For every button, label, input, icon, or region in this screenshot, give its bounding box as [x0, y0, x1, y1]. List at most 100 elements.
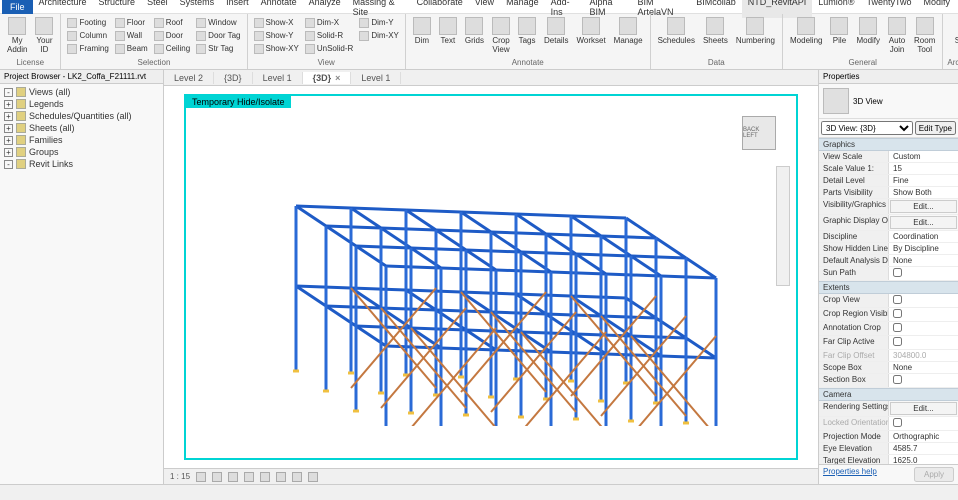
tags-button[interactable]: Tags — [515, 16, 539, 46]
my-addin-button[interactable]: My Addin — [4, 16, 30, 55]
prop-value[interactable]: 1625.0 — [889, 455, 958, 464]
view-tab[interactable]: {3D}× — [303, 72, 352, 84]
prop-checkbox[interactable] — [893, 375, 902, 384]
viewcube[interactable]: BACK LEFT — [742, 116, 776, 150]
crop-view-button[interactable]: Crop View — [489, 16, 513, 55]
expand-icon[interactable]: + — [4, 136, 13, 145]
floor-button[interactable]: Floor — [113, 16, 150, 29]
prop-value[interactable]: None — [889, 362, 958, 373]
expand-icon[interactable]: + — [4, 124, 13, 133]
tree-item[interactable]: +Schedules/Quantities (all) — [2, 110, 161, 122]
apply-button[interactable]: Apply — [914, 467, 954, 482]
ceiling-button[interactable]: Ceiling — [152, 42, 192, 55]
pile-button[interactable]: Pile — [827, 16, 851, 46]
sun-path-icon[interactable] — [228, 472, 238, 482]
footing-button[interactable]: Footing — [65, 16, 110, 29]
prop-value[interactable]: 304800.0 — [889, 350, 958, 361]
auto-join-button[interactable]: Auto Join — [885, 16, 909, 55]
tree-item[interactable]: +Groups — [2, 146, 161, 158]
hide-isolate-icon[interactable] — [292, 472, 302, 482]
numbering-button[interactable]: Numbering — [733, 16, 778, 46]
prop-checkbox[interactable] — [893, 268, 902, 277]
modify-button[interactable]: Modify — [853, 16, 883, 46]
visual-style-icon[interactable] — [212, 472, 222, 482]
show-y-button[interactable]: Show-Y — [252, 29, 301, 42]
schedules-button[interactable]: Schedules — [655, 16, 698, 46]
prop-value[interactable]: Coordination — [889, 231, 958, 242]
your-id-button[interactable]: Your ID — [32, 16, 56, 55]
expand-icon[interactable]: - — [4, 160, 13, 169]
show-xy-button[interactable]: Show-XY — [252, 42, 301, 55]
prop-value[interactable]: None — [889, 255, 958, 266]
file-menu[interactable]: File — [2, 0, 33, 14]
prop-checkbox[interactable] — [893, 418, 902, 427]
sheets-button[interactable]: Sheets — [700, 16, 731, 46]
prop-value[interactable] — [889, 417, 958, 430]
prop-value[interactable] — [889, 294, 958, 307]
prop-checkbox[interactable] — [893, 337, 902, 346]
show-x-button[interactable]: Show-X — [252, 16, 301, 29]
viewport[interactable]: Temporary Hide/Isolate BACK LEFT — [184, 94, 798, 460]
prop-checkbox[interactable] — [893, 309, 902, 318]
prop-value[interactable] — [889, 336, 958, 349]
dim-x-button[interactable]: Dim-X — [303, 16, 355, 29]
framing-button[interactable]: Framing — [65, 42, 110, 55]
tree-item[interactable]: +Families — [2, 134, 161, 146]
expand-icon[interactable]: + — [4, 100, 13, 109]
tree-item[interactable]: +Legends — [2, 98, 161, 110]
tree-item[interactable]: +Sheets (all) — [2, 122, 161, 134]
modeling-button[interactable]: Modeling — [787, 16, 825, 46]
prop-value[interactable]: Edit... — [890, 200, 957, 213]
column-button[interactable]: Column — [65, 29, 110, 42]
crop-view-icon[interactable] — [260, 472, 270, 482]
prop-value[interactable]: Edit... — [890, 216, 957, 229]
prop-value[interactable]: By Discipline — [889, 243, 958, 254]
window-button[interactable]: Window — [194, 16, 242, 29]
prop-group-header[interactable]: Graphics — [819, 138, 958, 151]
door-button[interactable]: Door — [152, 29, 192, 42]
details-button[interactable]: Details — [541, 16, 571, 46]
tree-item[interactable]: -Revit Links — [2, 158, 161, 170]
type-selector[interactable]: 3D View: {3D} — [821, 121, 913, 135]
expand-icon[interactable]: + — [4, 112, 13, 121]
expand-icon[interactable]: + — [4, 148, 13, 157]
close-icon[interactable]: × — [335, 73, 340, 83]
dim-y-button[interactable]: Dim-Y — [357, 16, 401, 29]
prop-value[interactable] — [889, 374, 958, 387]
unsolid-r-button[interactable]: UnSolid-R — [303, 42, 355, 55]
prop-value[interactable]: 4585.7 — [889, 443, 958, 454]
door-tag-button[interactable]: Door Tag — [194, 29, 242, 42]
prop-value[interactable] — [889, 322, 958, 335]
room-tool-button[interactable]: Room Tool — [911, 16, 938, 55]
navigation-bar[interactable] — [776, 166, 790, 286]
prop-value[interactable]: Show Both — [889, 187, 958, 198]
prop-group-header[interactable]: Camera — [819, 388, 958, 401]
roof-button[interactable]: Roof — [152, 16, 192, 29]
crop-region-icon[interactable] — [276, 472, 286, 482]
wall-button[interactable]: Wall — [113, 29, 150, 42]
edit-type-button[interactable]: Edit Type — [915, 121, 956, 135]
properties-help-link[interactable]: Properties help — [823, 467, 877, 482]
text-button[interactable]: Text — [436, 16, 460, 46]
prop-checkbox[interactable] — [893, 295, 902, 304]
scale-label[interactable]: 1 : 15 — [170, 472, 190, 481]
grids-button[interactable]: Grids — [462, 16, 487, 46]
expand-icon[interactable]: - — [4, 88, 13, 97]
workset-button[interactable]: Workset — [573, 16, 608, 46]
prop-value[interactable]: Orthographic — [889, 431, 958, 442]
view-tab[interactable]: {3D} — [214, 72, 253, 84]
view-tab[interactable]: Level 1 — [253, 72, 303, 84]
shadows-icon[interactable] — [244, 472, 254, 482]
prop-value[interactable]: Edit... — [890, 402, 957, 415]
detail-level-icon[interactable] — [196, 472, 206, 482]
prop-value[interactable] — [889, 308, 958, 321]
prop-value[interactable] — [889, 267, 958, 280]
prop-value[interactable]: Fine — [889, 175, 958, 186]
dim-xy-button[interactable]: Dim-XY — [357, 29, 401, 42]
manage-button[interactable]: Manage — [611, 16, 646, 46]
beam-button[interactable]: Beam — [113, 42, 150, 55]
dim-button[interactable]: Dim — [410, 16, 434, 46]
view-tab[interactable]: Level 1 — [351, 72, 401, 84]
prop-checkbox[interactable] — [893, 323, 902, 332]
prop-value[interactable]: Custom — [889, 151, 958, 162]
